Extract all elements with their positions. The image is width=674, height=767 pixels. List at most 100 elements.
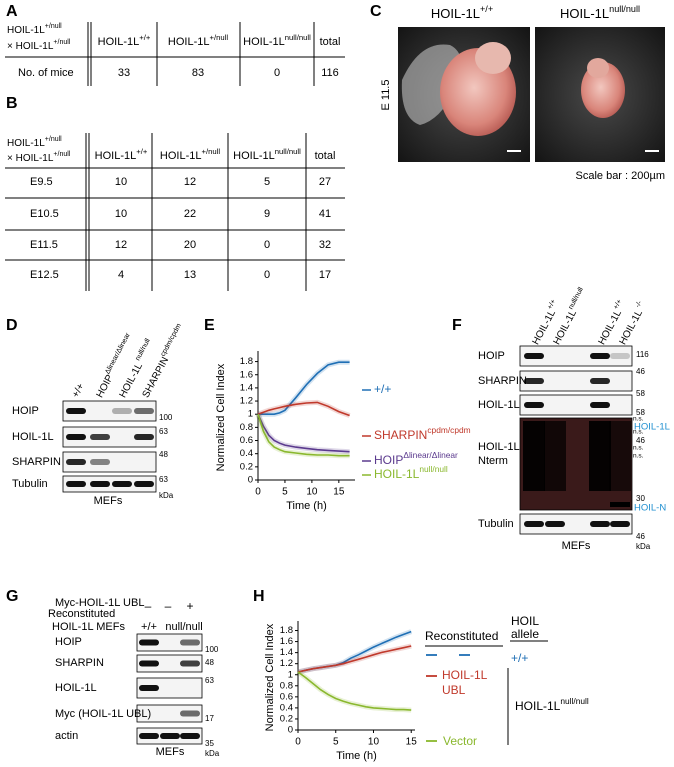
row-label: HOIP: [55, 636, 82, 648]
legend-label: HOIPΔlinear/Δlinear: [374, 450, 458, 467]
cell: 5: [264, 176, 270, 188]
y-tick-label: 1.2: [240, 396, 253, 407]
row-label: Tubulin: [478, 518, 514, 530]
blot-band: [524, 402, 544, 408]
row-label: HOIL-1L: [55, 682, 97, 694]
row-label: E9.5: [30, 176, 53, 188]
cell: 27: [319, 176, 331, 188]
blot-band: [180, 710, 200, 717]
series-line: [257, 413, 350, 457]
series-line: [257, 413, 350, 453]
y-tick-label: 0.6: [280, 691, 293, 702]
band-label: HOIL-1L: [634, 422, 670, 433]
blot-band: [523, 421, 545, 491]
construct-label: Myc-HOIL-1L UBL: [55, 597, 144, 609]
legend-label: +/+: [374, 382, 391, 396]
row-label: HOIP: [478, 350, 505, 362]
superscript: null/null: [419, 464, 448, 474]
genotype: HOIL-1L+/+: [431, 4, 493, 21]
blot-band: [180, 660, 200, 667]
y-tick-label: 0.2: [240, 461, 253, 472]
text-part: × HOIL-1L: [7, 41, 54, 52]
size-marker: 46: [636, 436, 645, 445]
superscript: Δlinear/Δlinear: [403, 450, 458, 460]
size-marker: 48: [205, 658, 214, 667]
table-a-rules: [5, 22, 345, 86]
column-header: total: [320, 36, 341, 48]
superscript: cpdm/cpdm: [427, 425, 470, 435]
column-header: HOIL-1Lnull/null: [233, 147, 301, 162]
panel-label: E: [204, 317, 215, 334]
text-part: HOIL-1L: [243, 36, 285, 48]
x-tick-label: 10: [368, 737, 380, 748]
size-marker: 46: [636, 532, 645, 541]
panel-label: G: [6, 588, 18, 605]
lane-mark: –: [165, 599, 172, 613]
superscript: +/null: [53, 151, 70, 158]
size-marker: 46: [636, 367, 645, 376]
blot-band: [610, 502, 630, 507]
blot-strip: [519, 513, 633, 535]
size-marker: 58: [636, 389, 645, 398]
blot-band: [545, 521, 565, 527]
row-label: HOIL-1L: [478, 441, 520, 453]
blot-band: [139, 733, 159, 739]
cell: 83: [192, 67, 204, 79]
size-marker: 17: [205, 714, 214, 723]
blot-band: [590, 521, 610, 527]
text-part: HOIL-1L: [7, 138, 45, 149]
blot-band: [90, 434, 110, 440]
blot-band: [66, 408, 86, 414]
blot-strip: [62, 400, 157, 422]
x-tick-label: 5: [333, 737, 339, 748]
size-marker: 63: [205, 676, 214, 685]
y-tick-label: 1: [288, 669, 293, 680]
y-tick-label: 1: [248, 409, 253, 420]
cross-label: HOIL-1L+/null: [7, 136, 62, 148]
column-header: HOIL-1L+/+: [95, 147, 148, 162]
legend-header: allele: [511, 627, 539, 641]
blot-band: [66, 459, 86, 465]
row-label: E10.5: [30, 208, 59, 220]
row-label: Myc (HOIL-1L UBL): [55, 708, 151, 720]
blot-band: [134, 434, 154, 440]
blot-band: [544, 421, 566, 491]
blot-band: [524, 378, 544, 384]
legend-label: Vector: [443, 734, 477, 748]
legend-header: Reconstituted: [425, 629, 498, 643]
superscript: +/+: [139, 33, 151, 42]
lane-mark: +: [186, 599, 193, 613]
lane-label: +/+: [70, 382, 87, 400]
blot-band: [180, 639, 200, 646]
superscript: +/null: [209, 33, 228, 42]
blot-band: [610, 521, 630, 527]
text-part: HOIL-1L: [168, 36, 210, 48]
superscript: +/null: [45, 136, 62, 143]
blot-band: [90, 481, 110, 487]
cell: 22: [184, 208, 196, 220]
panel-label: F: [452, 317, 462, 334]
y-tick-label: 1.2: [280, 658, 293, 669]
y-tick-label: 0.8: [240, 422, 253, 433]
text-part: HOIL-1L: [374, 467, 420, 481]
panel-label: A: [6, 3, 18, 20]
blot-band: [139, 639, 159, 646]
lane-mark: –: [145, 599, 152, 613]
superscript: null/null: [609, 4, 640, 14]
x-tick-label: 15: [333, 487, 345, 498]
cells-label: MEFs: [156, 746, 185, 758]
blot-band: [610, 353, 630, 359]
superscript: null/null: [285, 33, 311, 42]
cell: 116: [321, 67, 339, 79]
blot-band: [180, 733, 200, 739]
row-label: Nterm: [478, 455, 508, 467]
legend-label: HOIL-1Lnull/null: [374, 464, 448, 481]
superscript: +/null: [201, 147, 220, 156]
row-label: HOIP: [12, 405, 39, 417]
text-part: HOIL-1L: [560, 6, 609, 21]
text-part: HOIL-1L: [98, 36, 140, 48]
cell: 0: [264, 239, 270, 251]
cell: 20: [184, 239, 196, 251]
text-part: HOIL-1L: [160, 150, 202, 162]
